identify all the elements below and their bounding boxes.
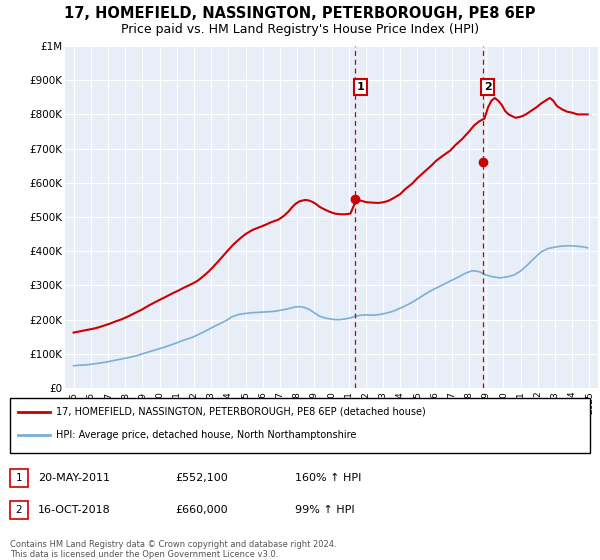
Text: £552,100: £552,100 [175, 473, 228, 483]
Text: £660,000: £660,000 [175, 505, 227, 515]
Text: 1: 1 [16, 473, 22, 483]
Text: 17, HOMEFIELD, NASSINGTON, PETERBOROUGH, PE8 6EP (detached house): 17, HOMEFIELD, NASSINGTON, PETERBOROUGH,… [56, 407, 426, 417]
Text: Price paid vs. HM Land Registry's House Price Index (HPI): Price paid vs. HM Land Registry's House … [121, 24, 479, 36]
Text: 160% ↑ HPI: 160% ↑ HPI [295, 473, 361, 483]
Text: 20-MAY-2011: 20-MAY-2011 [38, 473, 110, 483]
Text: Contains HM Land Registry data © Crown copyright and database right 2024.
This d: Contains HM Land Registry data © Crown c… [10, 540, 337, 559]
Text: 16-OCT-2018: 16-OCT-2018 [38, 505, 111, 515]
Text: 2: 2 [484, 82, 491, 92]
Text: 2: 2 [16, 505, 22, 515]
Text: HPI: Average price, detached house, North Northamptonshire: HPI: Average price, detached house, Nort… [56, 430, 356, 440]
Text: 1: 1 [356, 82, 364, 92]
Text: 99% ↑ HPI: 99% ↑ HPI [295, 505, 355, 515]
Text: 17, HOMEFIELD, NASSINGTON, PETERBOROUGH, PE8 6EP: 17, HOMEFIELD, NASSINGTON, PETERBOROUGH,… [64, 7, 536, 21]
